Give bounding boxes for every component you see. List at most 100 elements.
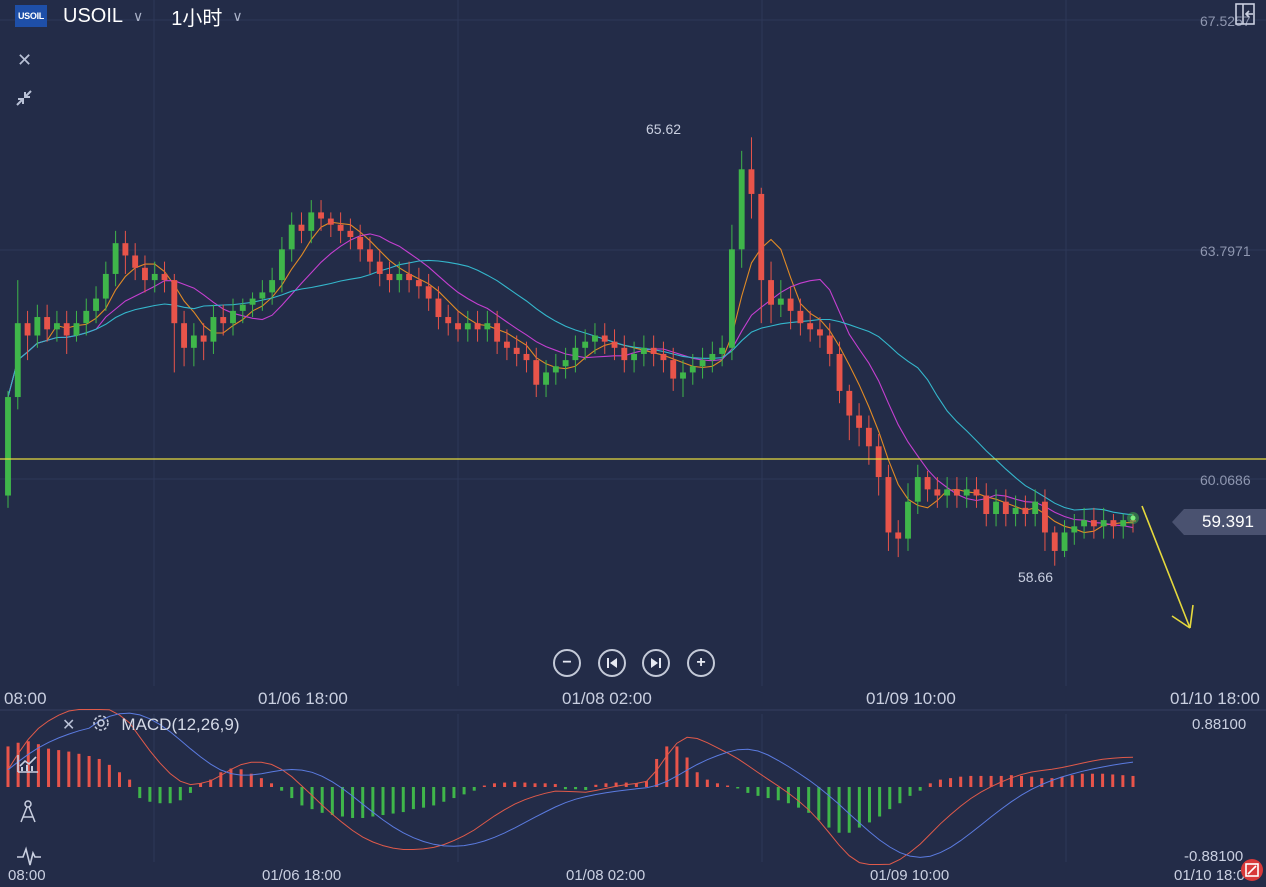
drawing-tool-icon[interactable] [17,800,39,829]
layout-toggle-icon[interactable] [1234,2,1258,26]
x-tick-label: 01/06 18:00 [262,867,341,884]
macd-bar [36,744,40,787]
macd-bar [959,776,963,787]
close-icon[interactable]: ✕ [62,717,76,734]
chevron-down-icon[interactable]: ∨ [232,7,243,24]
candle [914,464,921,514]
macd-bar [776,787,780,801]
chevron-down-icon[interactable]: ∨ [133,7,144,24]
scroll-end-button[interactable] [642,649,670,677]
candle [1032,489,1039,527]
candle [797,298,804,336]
fullscreen-icon[interactable] [1240,858,1264,882]
macd-bar [604,783,608,787]
time-axis: 08:00 01/06 18:00 01/08 02:00 01/09 10:00 01… [4,689,1260,708]
y-tick-label: 60.0686 [1200,472,1251,488]
candle [93,286,99,324]
candle [631,341,638,373]
macd-bar [259,778,263,787]
macd-bar [563,787,567,790]
x-tick-label: 08:00 [8,867,46,884]
macd-bar [898,787,902,804]
gear-icon[interactable] [91,713,111,738]
candle [728,224,735,361]
macd-bar [432,787,436,806]
macd-bar [1080,773,1084,787]
macd-bar [746,787,750,793]
macd-bar [938,779,942,787]
macd-label: MACD(12,26,9) [121,715,240,734]
macd-bar [1050,778,1054,787]
macd-bar [513,781,517,787]
macd-bar [401,787,405,813]
macd-bar [614,782,618,787]
macd-bar [87,756,91,787]
candle [1081,507,1088,539]
candle [425,273,432,311]
candle [1051,526,1058,566]
x-tick-label: 01/09 10:00 [866,689,956,708]
macd-bar [655,758,659,787]
macd-bar [705,779,709,787]
candle [650,335,657,367]
candle [1100,507,1107,539]
macd-bar [1121,775,1125,787]
forecast-arrow [1141,505,1194,629]
macd-bar [594,784,598,787]
candle [1002,489,1009,527]
candle [112,230,119,287]
macd-bar [6,746,10,787]
candle [777,280,784,318]
macd-bar [837,787,841,833]
candle [689,353,696,385]
candle [347,218,354,250]
candle [484,310,491,342]
candle [386,261,393,293]
macd-bar [878,787,882,817]
macd-bar [340,787,344,817]
macd-bar [736,787,740,789]
macd-bar [482,785,486,787]
candle [494,310,501,354]
macd-bar [1030,776,1034,787]
candle [122,230,129,274]
candle [719,335,726,367]
macd-bar [1090,773,1094,787]
macd-bar [77,753,81,787]
macd-time-axis: 08:00 01/06 18:00 01/08 02:00 01/09 10:00 01… [8,867,1253,884]
zoom-in-button[interactable]: + [687,649,715,677]
candle [875,433,882,496]
collapse-icon[interactable] [14,88,34,113]
macd-panel [6,709,1135,865]
macd-bar [117,772,121,787]
candle [582,329,589,361]
zoom-out-button[interactable]: − [553,649,581,677]
macd-bar [219,772,223,787]
macd-bar [1060,776,1064,787]
candle [73,310,80,342]
pulse-icon[interactable] [16,845,42,872]
candle [269,267,276,305]
candle [601,323,608,354]
candle [464,310,471,342]
indicator-chart-icon[interactable] [16,752,40,781]
candle [396,261,403,293]
symbol-name[interactable]: USOIL [63,4,124,27]
candle [846,384,853,441]
x-tick-label: 01/08 02:00 [566,867,645,884]
candle [220,304,227,336]
candle [621,335,628,373]
macd-bar [391,787,395,814]
macd-bar [320,787,324,813]
low-label: 58.66 [1018,569,1053,585]
close-icon[interactable]: ✕ [17,50,33,70]
interval-selector[interactable]: 1小时 [171,7,223,30]
macd-bar [67,751,71,787]
macd-bar [584,787,588,790]
macd-bar [310,787,314,810]
scroll-start-button[interactable] [598,649,626,677]
macd-bar [330,787,334,816]
x-tick-label: 01/06 18:00 [258,689,348,708]
macd-bar [553,784,557,787]
